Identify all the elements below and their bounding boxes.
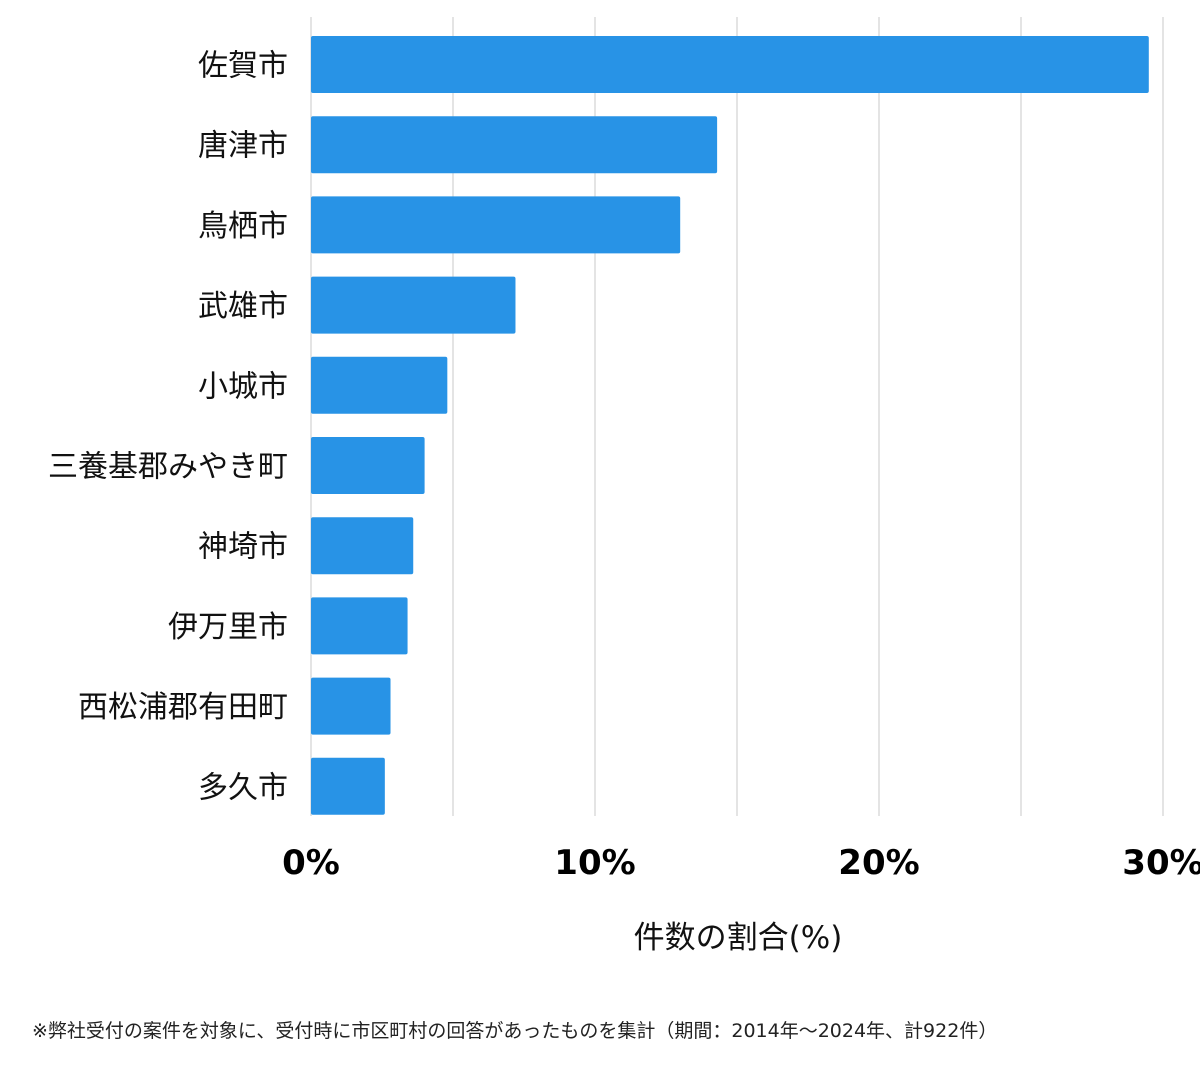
bar: [311, 597, 408, 655]
bar: [311, 757, 385, 815]
bar: [311, 276, 516, 334]
bar: [311, 116, 718, 174]
category-label: 多久市: [198, 770, 288, 805]
bar: [311, 36, 1149, 93]
x-tick-label: 20%: [838, 843, 919, 883]
category-label: 小城市: [198, 369, 288, 404]
bar: [311, 356, 448, 414]
footnote: ※弊社受付の案件を対象に、受付時に市区町村の回答があったものを集計（期間：201…: [32, 1020, 998, 1042]
bar: [311, 196, 681, 254]
bar: [311, 677, 391, 735]
category-label: 唐津市: [198, 129, 288, 164]
category-label: 神埼市: [198, 530, 288, 565]
x-tick-label: 0%: [282, 843, 340, 883]
x-tick-label: 30%: [1122, 843, 1200, 883]
bar: [311, 517, 414, 575]
bar: [311, 437, 425, 494]
category-label: 鳥栖市: [198, 209, 288, 244]
category-label: 武雄市: [198, 289, 288, 324]
category-label: 佐賀市: [198, 49, 288, 84]
category-label: 三養基郡みやき町: [48, 450, 288, 485]
category-label: 伊万里市: [168, 610, 288, 645]
x-tick-labels: 0% 10% 20% 30%: [282, 843, 1200, 883]
bars: [311, 36, 1149, 815]
category-label: 西松浦郡有田町: [78, 690, 288, 725]
x-axis-title: 件数の割合(%): [634, 920, 843, 956]
x-tick-label: 10%: [554, 843, 635, 883]
